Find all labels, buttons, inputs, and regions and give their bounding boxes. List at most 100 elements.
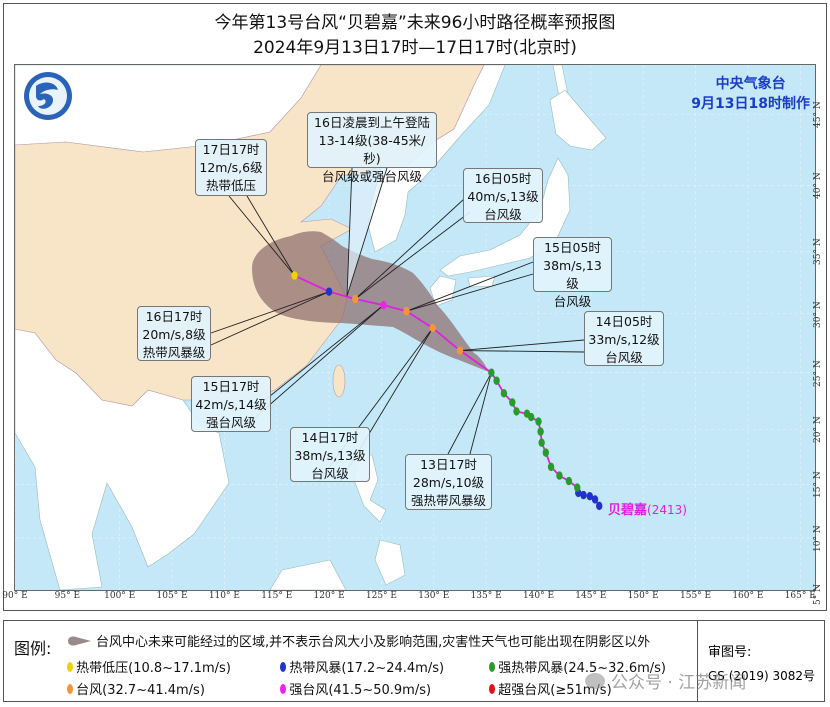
longitude-tick-label: 115° E [261,591,293,601]
longitude-tick-label: 150° E [627,591,659,601]
longitude-tick-label: 110° E [208,591,240,601]
label-14-17: 14日17时 38m/s,13级 台风级 [290,427,370,482]
track-point-sts [574,483,581,492]
legend-item-sts: 强热带风暴(24.5~32.6m/s) [489,657,666,676]
figure-frame [3,3,827,611]
label-time: 16日05时 [474,171,532,186]
leader-line [249,304,384,423]
track-point-sts [500,389,508,398]
review-number-cell: 审图号: GS (2019) 3082号 [697,621,825,701]
label-15-05: 15日05时 38m/s,13级 台风级 [533,237,612,309]
agency-name: 中央气象台 [715,76,786,92]
label-category: 强台风级 [205,415,256,430]
map-subtitle: 2024年9月13日17时—17日17时(北京时) [253,38,577,58]
longitude-tick-label: 95° E [54,591,81,601]
latitude-tick-label: 20° N [813,416,823,444]
map-title: 今年第13号台风“贝碧嘉”未来96小时路径概率预报图 [214,13,616,33]
track-point-sts [523,409,531,418]
track-points [291,271,603,511]
latitude-tick-label: 30° N [813,300,823,328]
label-wind: 13-14级(38-45米/秒) [318,133,426,166]
leader-line-landfall [346,167,388,297]
longitude-tick-label: 125° E [365,591,397,601]
typhoon-symbol-icon [67,661,74,672]
leader-line-landfall [346,167,353,297]
track-point-ty [352,294,359,304]
hokkaido [549,89,607,151]
leader-line [228,195,295,276]
label-wind: 42m/s,14级 [195,397,267,412]
track-point-sts [509,398,516,407]
typhoon-symbol-icon [489,661,496,672]
track-point-sts [488,368,495,377]
label-time: 14日17时 [301,430,359,445]
leader-line [246,195,295,276]
legend: 图例: 台风中心未来可能经过的区域,并不表示台风大小及影响范围,灾害性天气也可能… [3,620,825,702]
track-point-sts [535,417,542,426]
legend-title: 图例: [14,639,52,658]
legend-item-sty: 强台风(41.5~50.9m/s) [280,679,431,698]
leader-line [210,291,330,334]
typhoon-name: 贝碧嘉 [608,503,648,518]
track-point-ty [429,323,436,333]
leader-line [459,350,585,353]
longitude-tick-label: 145° E [575,591,607,601]
longitude-tick-label: 160° E [732,591,764,601]
label-wind: 40m/s,13级 [467,189,539,204]
legend-item-label: 热带风暴(17.2~24.4m/s) [289,661,445,676]
legend-cone-text: 台风中心未来可能经过的区域,并不表示台风大小及影响范围,灾害性天气也可能出现在阴… [96,635,651,650]
legend-item-label: 台风(32.7~41.4m/s) [76,683,205,698]
latitude-tick-label: 40° N [813,172,823,200]
legend-item-label: 强台风(41.5~50.9m/s) [289,683,432,698]
leader-line [355,211,471,300]
latitude-tick-label: 15° N [813,471,823,499]
label-time: 14日05时 [595,314,653,329]
latitude-tick-label: 45° N [813,101,823,129]
longitude-tick-label: 165° E [784,591,816,601]
legend-item-ty: 台风(32.7~41.4m/s) [67,679,205,698]
watermark: 公众号 · 江苏新闻 [585,668,746,693]
label-17-17: 17日17时 12m/s,6级 热带低压 [195,139,267,196]
track-point-ty [456,346,464,355]
label-category: 热带风暴级 [142,345,206,360]
typhoon-code: (2413) [647,503,687,517]
longitude-tick-label: 130° E [418,591,450,601]
track-point-sts [538,438,545,447]
track-point-sts [565,476,573,486]
label-category: 强热带风暴级 [410,493,486,508]
label-wind: 38m/s,13级 [543,258,602,291]
label-time: 16日17时 [145,309,203,324]
latitude-tick-label: 5° N [813,583,823,605]
wechat-icon [585,672,605,689]
track-point-ts [596,501,603,511]
label-wind: 20m/s,8级 [142,327,206,342]
leader-line [406,273,534,312]
label-14-05: 14日05时 33m/s,12级 台风级 [584,311,664,366]
legend-item-ts: 热带风暴(17.2~24.4m/s) [280,657,444,676]
issue-time: 9月13日18时制作 [691,96,810,112]
review-number: GS (2019) 3082号 [708,669,815,683]
borneo [269,559,347,590]
label-category: 热带低压 [205,178,256,193]
track-point-sts [513,407,520,416]
label-16-05: 16日05时 40m/s,13级 台风级 [463,168,543,223]
agency-block: 中央气象台 9月13日18时制作 [691,74,810,114]
longitude-tick-label: 140° E [522,591,555,601]
longitude-tick-label: 105° E [156,591,188,601]
latitude-tick-label: 35° N [813,238,823,266]
legend-cone: 台风中心未来可能经过的区域,并不表示台风大小及影响范围,灾害性天气也可能出现在阴… [66,631,650,650]
track-point-sts [542,448,550,457]
leader-line [447,372,492,455]
leader-line [459,339,585,351]
label-wind: 28m/s,10级 [412,475,485,490]
longitude-tick-label: 135° E [470,591,502,601]
label-category: 台风级 [311,466,349,481]
label-time: 15日17时 [202,379,260,394]
longitude-tick-label: 100° E [104,591,136,601]
label-15-17: 15日17时 42m/s,14级 强台风级 [191,376,271,432]
label-category: 台风级 [605,350,643,365]
typhoon-symbol-icon [489,683,496,694]
legend-item-superty: 超强台风(≥51m/s) [489,679,612,698]
track-point-sts [493,376,500,385]
track-point-sty [380,300,387,310]
